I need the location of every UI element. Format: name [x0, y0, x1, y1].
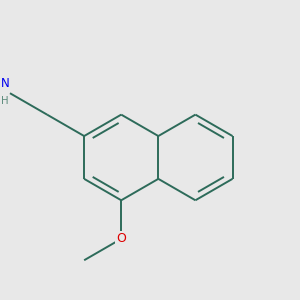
Text: O: O: [116, 232, 126, 245]
Text: H: H: [1, 96, 8, 106]
Text: N: N: [1, 77, 10, 90]
